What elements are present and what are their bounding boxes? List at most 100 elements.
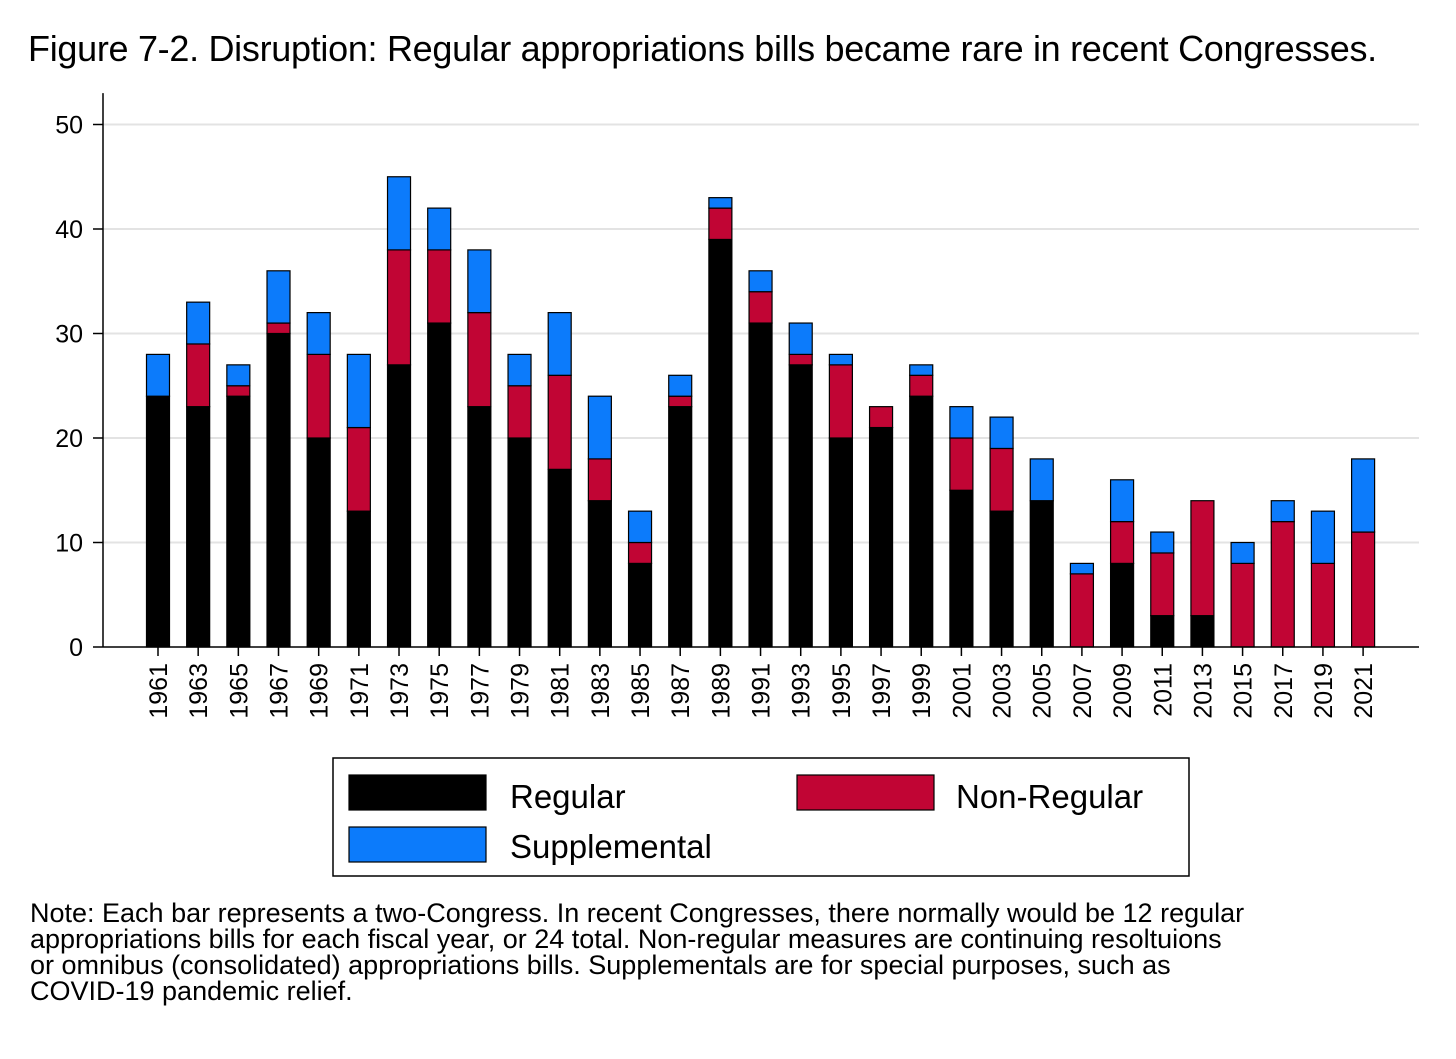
bar-supplemental-2019 (1310, 510, 1336, 564)
bar-non-regular-1967 (266, 322, 291, 335)
legend-swatch-non-regular (796, 774, 935, 811)
x-tick-label: 1977 (466, 663, 494, 719)
x-tick-label: 2015 (1230, 663, 1258, 719)
legend-label-non-regular: Non-Regular (956, 778, 1143, 815)
bar-supplemental-1969 (306, 312, 331, 356)
bar-non-regular-1987 (668, 395, 693, 408)
x-tick-label: 1965 (225, 663, 253, 719)
x-tick-label: 2019 (1310, 663, 1338, 719)
bar-non-regular-1991 (748, 291, 773, 324)
x-tick-label: 2009 (1109, 663, 1137, 719)
bar-supplemental-1961 (145, 353, 171, 397)
x-tick-label: 1999 (908, 663, 936, 719)
bar-non-regular-1975 (427, 249, 452, 324)
bar-regular-1987 (668, 406, 693, 648)
x-tick-label: 1983 (587, 663, 615, 719)
bar-regular-2005 (1029, 500, 1054, 648)
bar-regular-1999 (909, 395, 934, 648)
y-tick-label: 20 (55, 425, 83, 453)
bar-supplemental-2017 (1270, 500, 1295, 523)
bar-supplemental-2021 (1350, 458, 1376, 533)
bar-non-regular-2017 (1270, 520, 1295, 648)
x-tick-label: 2017 (1270, 663, 1298, 719)
bar-non-regular-1995 (828, 364, 853, 439)
y-tick-label: 40 (55, 216, 83, 244)
bar-regular-1971 (346, 510, 371, 648)
x-tick-label: 1995 (828, 663, 856, 719)
bar-supplemental-1965 (226, 364, 251, 387)
bar-non-regular-2013 (1190, 500, 1215, 617)
bar-non-regular-1981 (547, 374, 572, 470)
bar-non-regular-2019 (1310, 562, 1336, 648)
x-tick-label: 1993 (788, 663, 816, 719)
bar-supplemental-1987 (668, 374, 693, 397)
x-tick-label: 1975 (426, 663, 454, 719)
bar-non-regular-1977 (467, 312, 492, 408)
bar-regular-2013 (1190, 615, 1215, 648)
chart-note: Note: Each bar represents a two-Congress… (30, 900, 1430, 1005)
bar-regular-1993 (788, 364, 813, 648)
x-tick-label: 2013 (1189, 663, 1217, 719)
bar-non-regular-1973 (386, 249, 412, 366)
x-tick-label: 1979 (507, 663, 535, 719)
bar-supplemental-2009 (1109, 479, 1135, 523)
bar-non-regular-1989 (708, 207, 733, 241)
chart-title: Figure 7-2. Disruption: Regular appropri… (28, 28, 1377, 69)
bar-supplemental-2001 (949, 406, 974, 439)
bar-supplemental-2007 (1069, 562, 1095, 575)
x-tick-label: 1963 (185, 663, 213, 719)
note-line: or omnibus (consolidated) appropriations… (30, 950, 1171, 980)
bar-non-regular-1997 (868, 406, 894, 429)
x-tick-label: 1969 (306, 663, 334, 719)
bar-non-regular-2011 (1150, 552, 1175, 617)
legend-label-regular: Regular (510, 778, 626, 815)
x-tick-label: 2005 (1029, 663, 1057, 719)
bar-non-regular-1971 (346, 426, 371, 512)
bar-non-regular-1969 (306, 353, 331, 439)
bar-regular-1981 (547, 468, 572, 648)
y-tick-label: 30 (55, 321, 83, 349)
x-tick-label: 1981 (547, 663, 575, 719)
bar-supplemental-1979 (507, 353, 532, 387)
bar-supplemental-1963 (186, 301, 211, 345)
bar-supplemental-2003 (989, 416, 1014, 450)
x-tick-label: 1967 (266, 663, 294, 719)
x-tick-label: 2007 (1069, 663, 1097, 719)
bar-regular-1963 (186, 406, 211, 648)
bar-supplemental-1985 (627, 510, 653, 544)
x-tick-label: 1989 (707, 663, 735, 719)
bar-regular-1991 (748, 322, 773, 648)
x-tick-label: 2021 (1350, 663, 1378, 719)
bar-regular-1985 (627, 562, 653, 648)
bars (145, 176, 1376, 648)
x-tick-label: 2003 (989, 663, 1017, 719)
bar-supplemental-1977 (467, 249, 492, 314)
bar-non-regular-1985 (627, 541, 653, 564)
y-tick-label: 50 (55, 112, 83, 140)
bar-regular-1979 (507, 437, 532, 648)
y-tick-label: 10 (55, 530, 83, 558)
axes: 0 10 20 30 40 50 1961 1963 1965 1967 1969 1971 1973 1… (55, 93, 1419, 719)
bar-regular-1997 (868, 426, 894, 648)
bar-supplemental-1993 (788, 322, 813, 355)
y-tick-label: 0 (69, 634, 83, 662)
bar-regular-2011 (1150, 615, 1175, 648)
bar-regular-2003 (989, 510, 1014, 648)
bar-supplemental-1971 (346, 353, 371, 429)
bar-supplemental-1967 (266, 270, 291, 324)
bar-regular-1977 (467, 406, 492, 648)
x-tick-label: 1961 (145, 663, 173, 719)
bar-regular-1967 (266, 332, 291, 648)
bar-non-regular-1993 (788, 353, 813, 366)
bar-regular-1995 (828, 437, 853, 648)
bar-supplemental-2015 (1230, 541, 1255, 564)
bar-supplemental-1991 (748, 270, 773, 293)
bar-supplemental-1975 (427, 207, 452, 251)
bar-non-regular-2007 (1069, 573, 1095, 648)
x-tick-label: 2001 (948, 663, 976, 719)
bar-non-regular-2015 (1230, 562, 1255, 648)
bar-supplemental-1973 (386, 176, 412, 251)
bar-regular-1961 (145, 395, 171, 648)
bar-non-regular-1963 (186, 343, 211, 408)
